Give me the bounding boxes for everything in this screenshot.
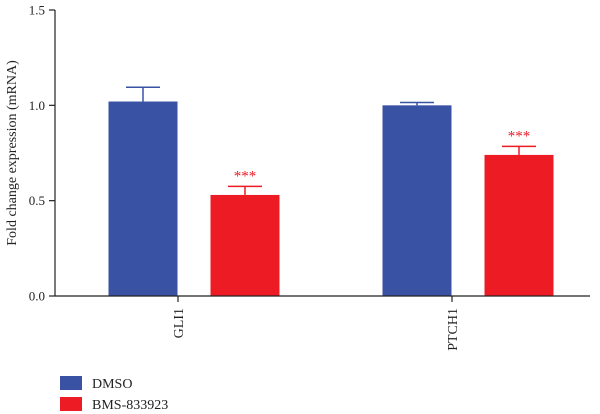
x-axis: GLI1 PTCH1 (55, 295, 590, 351)
bars-layer (108, 101, 554, 297)
y-axis-label: Fold change expression (mRNA) (5, 60, 20, 246)
legend-label-dmso: DMSO (92, 377, 132, 392)
legend: DMSO BMS-833923 (60, 376, 168, 413)
bar-bms-833923-gli1 (210, 194, 280, 296)
y-axis: 0.0 0.5 1.0 1.5 Fold change expression (mRNA… (5, 3, 56, 304)
significance-label-gli1: *** (234, 168, 257, 184)
bar-dmso-ptch1 (382, 105, 452, 296)
y-tick-label: 1.5 (29, 3, 45, 18)
error-bars-layer (126, 86, 536, 195)
bar-bms-833923-ptch1 (484, 154, 554, 296)
significance-layer: *** *** (234, 128, 531, 184)
legend-swatch-bms-833923 (60, 397, 82, 411)
y-tick-label: 1.0 (29, 98, 45, 113)
legend-swatch-dmso (60, 376, 82, 390)
y-tick-label: 0.0 (29, 289, 45, 304)
x-tick-label-ptch1: PTCH1 (446, 308, 461, 351)
bar-dmso-gli1 (108, 101, 178, 297)
x-tick-label-gli1: GLI1 (172, 308, 187, 338)
y-tick-label: 0.5 (29, 193, 45, 208)
legend-label-bms-833923: BMS-833923 (92, 398, 168, 413)
significance-label-ptch1: *** (508, 128, 531, 144)
